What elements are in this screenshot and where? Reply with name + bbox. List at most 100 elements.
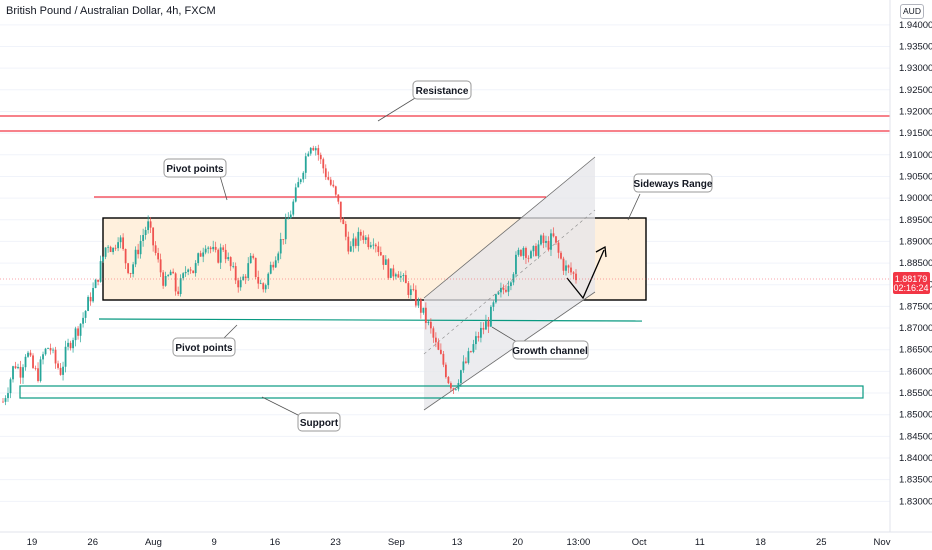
- candle-body: [269, 264, 272, 274]
- candle-body: [354, 238, 357, 246]
- candle-body: [264, 285, 267, 290]
- candle-body: [535, 245, 537, 256]
- candle-body: [262, 283, 265, 290]
- candle-body: [174, 273, 177, 292]
- candle-body: [222, 247, 225, 250]
- price-tick-label: 1.88500: [899, 258, 932, 269]
- time-tick-label: 19: [27, 537, 38, 548]
- candle-body: [412, 289, 415, 291]
- candle-body: [332, 184, 335, 187]
- candle-body: [359, 231, 362, 236]
- candle-body: [114, 247, 117, 249]
- candle-body: [292, 201, 295, 215]
- chart-title: British Pound / Australian Dollar, 4h, F…: [6, 5, 216, 17]
- callout-growth[interactable]: Growth channel: [491, 326, 589, 360]
- candle-body: [252, 255, 255, 258]
- candle-body: [517, 249, 520, 255]
- candle-body: [74, 328, 77, 341]
- candle-body: [44, 348, 47, 355]
- candle-body: [4, 398, 7, 402]
- pivot-line-lower[interactable]: [98, 318, 643, 322]
- candle-body: [167, 275, 170, 277]
- price-tick-label: 1.83500: [899, 475, 932, 486]
- price-axis[interactable]: 1.94000 1.93500 1.93000 1.92500 1.92000 1.915…: [899, 20, 932, 508]
- candle-body: [79, 323, 82, 336]
- price-tick-label: 1.84000: [899, 453, 932, 464]
- candle-body: [532, 245, 535, 252]
- candle-body: [472, 344, 475, 353]
- candle-body: [147, 221, 150, 231]
- candle-body: [22, 367, 24, 378]
- callout-resistance[interactable]: Resistance: [377, 80, 472, 122]
- candle-body: [560, 252, 562, 259]
- time-tick-label: 26: [87, 537, 98, 548]
- candle-body: [282, 239, 285, 240]
- time-axis[interactable]: 19 26 Aug 9 16 23 Sep 13 20 13:00 Oct 11 18 25 Nov: [27, 537, 891, 548]
- candle-body: [454, 389, 457, 391]
- candle-body: [247, 263, 250, 279]
- candle-body: [482, 327, 485, 330]
- candle-body: [229, 257, 232, 267]
- candle-body: [372, 244, 375, 246]
- candle-body: [77, 328, 79, 336]
- candle-body: [570, 267, 572, 273]
- candle-body: [447, 377, 450, 384]
- candle-body: [192, 270, 195, 274]
- candle-body: [82, 317, 84, 324]
- candle-body: [327, 177, 330, 180]
- candle-body: [409, 289, 412, 295]
- candle-body: [334, 186, 337, 195]
- candle-body: [272, 264, 275, 268]
- candle-body: [107, 246, 109, 248]
- candle-body: [364, 237, 367, 240]
- candle-body: [487, 321, 490, 327]
- candle-body: [204, 248, 207, 253]
- candle-body: [104, 247, 107, 257]
- candle-body: [257, 277, 260, 284]
- candle-body: [337, 194, 340, 202]
- time-tick-label: 13: [452, 537, 463, 548]
- support-zone-box[interactable]: [19, 385, 864, 399]
- candle-body: [249, 255, 252, 264]
- candle-body: [317, 148, 320, 155]
- candle-body: [302, 172, 305, 180]
- callout-support[interactable]: Support: [261, 396, 341, 432]
- candle-body: [442, 353, 445, 365]
- candle-body: [349, 246, 352, 252]
- growth-channel-upper[interactable]: [423, 156, 596, 299]
- candle-body: [389, 268, 392, 278]
- callout-pivot-bottom[interactable]: Pivot points: [172, 324, 238, 357]
- price-tick-label: 1.85500: [899, 388, 932, 399]
- callout-pivot-top[interactable]: Pivot points: [163, 158, 228, 201]
- candle-body: [87, 296, 89, 311]
- time-tick-label: 20: [512, 537, 523, 548]
- candle-body: [402, 275, 405, 277]
- candle-body: [84, 310, 87, 318]
- currency-badge[interactable]: AUD: [900, 4, 924, 19]
- candle-body: [542, 235, 545, 243]
- candle-body: [164, 276, 167, 286]
- growth-channel-lower[interactable]: [423, 291, 596, 411]
- candle-body: [399, 276, 402, 278]
- price-tick-label: 1.87000: [899, 323, 932, 334]
- candle-body: [259, 283, 262, 285]
- projection-arrowhead: [595, 245, 607, 258]
- candle-body: [475, 336, 477, 345]
- candle-body: [39, 359, 42, 381]
- candle-body: [239, 280, 242, 288]
- candle-body: [319, 154, 322, 160]
- candle-body: [367, 237, 370, 248]
- candle-body: [94, 279, 97, 288]
- candle-body: [527, 257, 530, 259]
- candle-body: [522, 247, 525, 256]
- candle-body: [312, 147, 315, 151]
- candle-body: [545, 240, 547, 243]
- callout-sideways[interactable]: Sideways Range: [627, 173, 713, 221]
- candle-body: [284, 219, 287, 240]
- candle-body: [237, 280, 240, 288]
- candle-body: [64, 346, 67, 367]
- candle-body: [124, 248, 127, 264]
- candle-body: [562, 258, 565, 271]
- candle-body: [547, 240, 550, 250]
